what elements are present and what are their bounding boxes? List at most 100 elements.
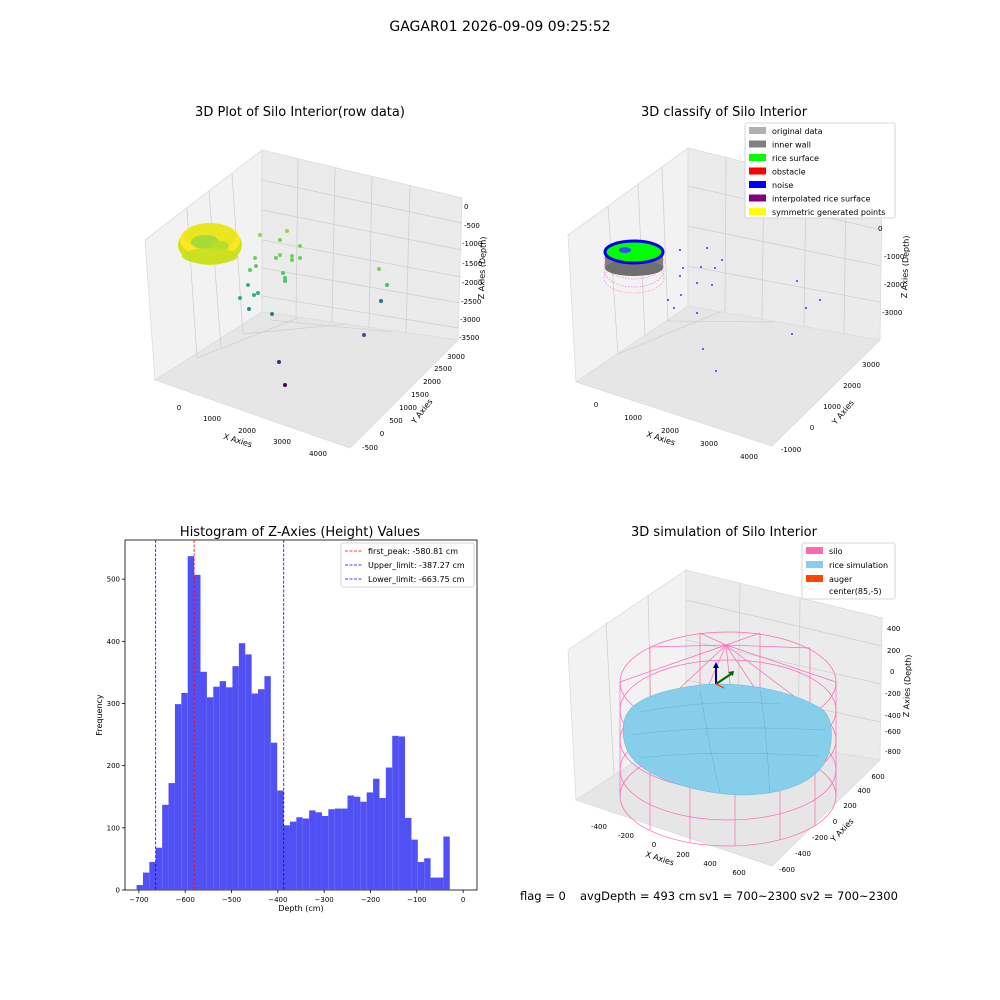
noise-point: [679, 249, 681, 251]
histogram-bar: [283, 825, 290, 890]
y-tick-label: 0: [116, 887, 120, 895]
z-tick-label: -800: [885, 748, 901, 756]
noise-point: [696, 312, 698, 314]
histogram-bar: [251, 693, 259, 890]
histogram-bar: [373, 778, 380, 890]
y-tick-label: 400: [107, 638, 120, 646]
x-tick-label: −300: [315, 896, 334, 904]
panel-classify-3d-title: 3D classify of Silo Interior: [641, 105, 808, 120]
legend-label: interpolated rice surface: [772, 195, 870, 204]
histogram-bar: [341, 808, 348, 890]
y-tick-label: 200: [107, 762, 120, 770]
legend-swatch: [749, 181, 766, 188]
histogram-y-ticks: 0 100 200 300 400 500: [107, 576, 125, 895]
noise-point: [679, 275, 681, 277]
histogram-bar: [417, 862, 425, 890]
noise-point: [680, 294, 682, 296]
noise-point: [673, 307, 675, 309]
histogram-bar: [296, 817, 303, 890]
avg-depth-text: avgDepth = 493 cm: [580, 889, 696, 903]
panel-raw-3d-ticks: 0 1000 2000 3000 4000 -500 0 500 1000 15…: [177, 203, 483, 458]
panel-histogram: Histogram of Z-Axies (Height) Values −70…: [95, 525, 478, 913]
x-tick-label: 400: [703, 860, 716, 868]
histogram-bar: [411, 839, 418, 890]
noise-point: [805, 307, 807, 309]
z-tick-label: -400: [885, 712, 901, 720]
histogram-bar: [302, 818, 310, 890]
z-tick-label: -600: [885, 728, 901, 736]
noise-point: [796, 280, 798, 282]
x-tick-label: 0: [177, 404, 181, 412]
histogram-bar: [379, 797, 386, 890]
raw-point: [290, 258, 294, 262]
z-tick-label: -2500: [461, 298, 481, 306]
z-tick-label: -1000: [462, 240, 482, 248]
histogram-bar: [398, 736, 406, 890]
y-tick-label: -1000: [781, 446, 801, 454]
sv1-text: sv1 = 700~2300: [699, 889, 797, 903]
legend-label: auger: [829, 575, 853, 584]
histogram-bar: [334, 808, 342, 890]
x-tick-label: 1000: [203, 415, 221, 423]
panel-raw-3d-title: 3D Plot of Silo Interior(row data): [195, 105, 405, 120]
y-tick-label: 500: [389, 417, 402, 425]
z-tick-label: -1500: [462, 260, 482, 268]
x-tick-label: −200: [361, 896, 380, 904]
z-tick-label: -500: [464, 222, 480, 230]
histogram-bar: [162, 804, 169, 890]
histogram-bar: [347, 795, 354, 890]
z-tick-label: -3000: [460, 316, 480, 324]
legend-label: Lower_limit: -663.75 cm: [368, 575, 465, 584]
raw-point: [274, 256, 278, 260]
z-axis-label: Z Axies (Depth): [477, 236, 488, 299]
legend-label: first_peak: -580.81 cm: [368, 547, 458, 556]
x-tick-label: 2000: [661, 427, 679, 435]
legend-label: obstacle: [772, 168, 806, 177]
y-tick-label: -500: [362, 444, 378, 452]
x-tick-label: -200: [618, 832, 634, 840]
x-tick-label: −400: [268, 896, 287, 904]
panel-classify-3d-points: [603, 239, 821, 372]
y-tick-label: 600: [871, 773, 884, 781]
histogram-bars: [136, 556, 450, 890]
x-tick-label: 0: [461, 896, 465, 904]
panel-classify-3d-ticks: 0 1000 2000 3000 4000 -1000 0 1000 2000 …: [594, 225, 905, 461]
z-tick-label: 400: [887, 625, 900, 633]
sv2-text: sv2 = 700~2300: [800, 889, 898, 903]
status-footer: flag = 0 avgDepth = 493 cm sv1 = 700~230…: [520, 889, 898, 903]
histogram-bar: [213, 686, 220, 890]
histogram-bar: [270, 742, 278, 890]
legend-swatch: [749, 194, 766, 202]
legend-swatch: [806, 561, 823, 568]
flag-text: flag = 0: [520, 889, 566, 903]
noise-point: [682, 267, 684, 269]
raw-point: [252, 293, 256, 297]
y-tick-label: 1500: [411, 391, 429, 399]
histogram-bar: [360, 801, 367, 890]
z-tick-label: 0: [464, 203, 468, 211]
histogram-bar: [206, 697, 214, 890]
x-tick-label: 4000: [740, 453, 758, 461]
histogram-legend: first_peak: -580.81 cm Upper_limit: -387…: [340, 542, 475, 588]
x-tick-label: −500: [222, 896, 241, 904]
z-tick-label: -3500: [459, 334, 479, 342]
x-tick-label: 3000: [273, 438, 291, 446]
histogram-bar: [436, 877, 444, 890]
legend-swatch: [749, 127, 766, 134]
histogram-bar: [277, 790, 284, 890]
z-tick-label: -200: [885, 690, 901, 698]
raw-point: [377, 267, 381, 271]
x-tick-label: 600: [732, 869, 745, 877]
histogram-bar: [366, 792, 374, 890]
raw-point: [246, 283, 250, 287]
histogram-bar: [392, 735, 399, 890]
panel-classify-3d: 3D classify of Silo Interior: [567, 105, 911, 461]
panel-raw-3d-points: [178, 223, 389, 387]
histogram-bar: [245, 654, 252, 890]
histogram-bar: [289, 821, 297, 890]
histogram-bar: [226, 687, 233, 890]
y-tick-label: 2500: [434, 365, 452, 373]
legend-label: Upper_limit: -387.27 cm: [368, 561, 465, 570]
z-axis-label: Z Axies (Depth): [902, 654, 913, 717]
y-tick-label: 0: [833, 818, 837, 826]
